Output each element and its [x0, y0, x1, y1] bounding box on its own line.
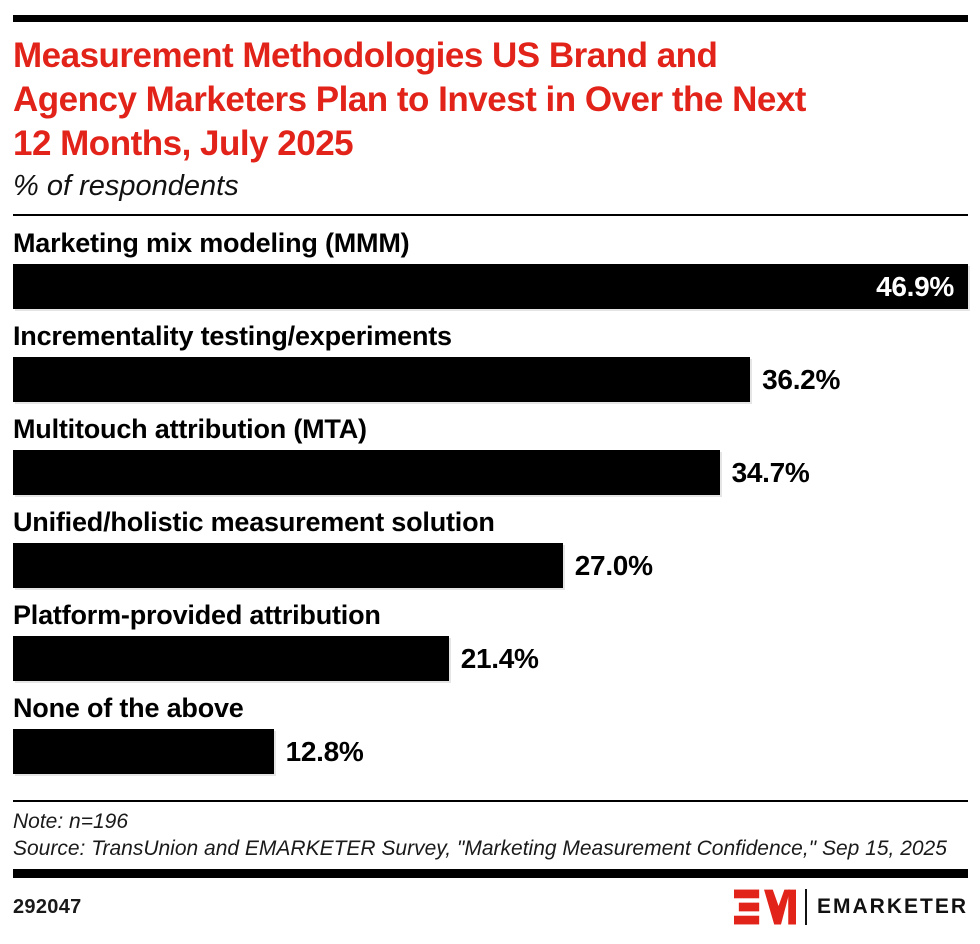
source-text: Source: TransUnion and EMARKETER Survey,… — [13, 837, 947, 860]
bar-row: Incrementality testing/experiments 36.2% — [13, 321, 968, 402]
category-label: None of the above — [13, 693, 244, 723]
bar — [13, 450, 720, 495]
category-label: Multitouch attribution (MTA) — [13, 414, 367, 444]
note-text: Note: n=196 — [13, 810, 129, 833]
value-label: 21.4% — [460, 642, 539, 674]
value-label: 46.9% — [876, 270, 954, 302]
title-line-2: Agency Marketers Plan to Invest in Over … — [13, 80, 806, 119]
bar — [13, 636, 449, 681]
footer-bar: 292047 EMARKETER — [13, 888, 968, 926]
category-label: Marketing mix modeling (MMM) — [13, 228, 410, 258]
title-line-1: Measurement Methodologies US Brand and — [13, 36, 718, 75]
bar: 46.9% — [13, 264, 968, 309]
bottom-rule-wrap — [13, 869, 968, 878]
bar — [13, 357, 751, 402]
category-label: Platform-provided attribution — [13, 600, 381, 630]
chart-subtitle: % of respondents — [13, 170, 239, 202]
bar-track: 36.2% — [13, 357, 968, 402]
emarketer-logo-icon — [733, 889, 796, 925]
bar-row: Multitouch attribution (MTA) 34.7% — [13, 414, 968, 495]
value-label: 12.8% — [285, 735, 364, 767]
chart-id: 292047 — [13, 895, 82, 918]
logo-divider — [804, 889, 807, 925]
bar — [13, 729, 274, 774]
brand-name: EMARKETER — [816, 895, 968, 918]
bar-track: 34.7% — [13, 450, 968, 495]
bar-track: 12.8% — [13, 729, 968, 774]
bar-track: 27.0% — [13, 543, 968, 588]
bar — [13, 543, 563, 588]
bottom-rule — [13, 869, 968, 878]
category-label: Incrementality testing/experiments — [13, 321, 452, 351]
value-label: 36.2% — [762, 363, 841, 395]
value-label: 34.7% — [731, 456, 810, 488]
header-divider — [13, 214, 968, 216]
bar-chart: Marketing mix modeling (MMM) 46.9% Incre… — [13, 228, 968, 774]
category-label: Unified/holistic measurement solution — [13, 507, 495, 537]
top-rule — [13, 15, 968, 22]
bar-row: Platform-provided attribution 21.4% — [13, 600, 968, 681]
footer-divider — [13, 800, 968, 802]
bar-track: 46.9% — [13, 264, 968, 309]
bar-row: None of the above 12.8% — [13, 693, 968, 774]
bar-row: Unified/holistic measurement solution 27… — [13, 507, 968, 588]
title-line-3: 12 Months, July 2025 — [13, 124, 354, 163]
footnotes: Note: n=196 Source: TransUnion and EMARK… — [13, 808, 968, 862]
bar-row: Marketing mix modeling (MMM) 46.9% — [13, 228, 968, 309]
value-label: 27.0% — [574, 549, 653, 581]
bar-track: 21.4% — [13, 636, 968, 681]
page-title: Measurement Methodologies US Brand and A… — [13, 34, 968, 166]
emarketer-logo: EMARKETER — [733, 888, 968, 926]
